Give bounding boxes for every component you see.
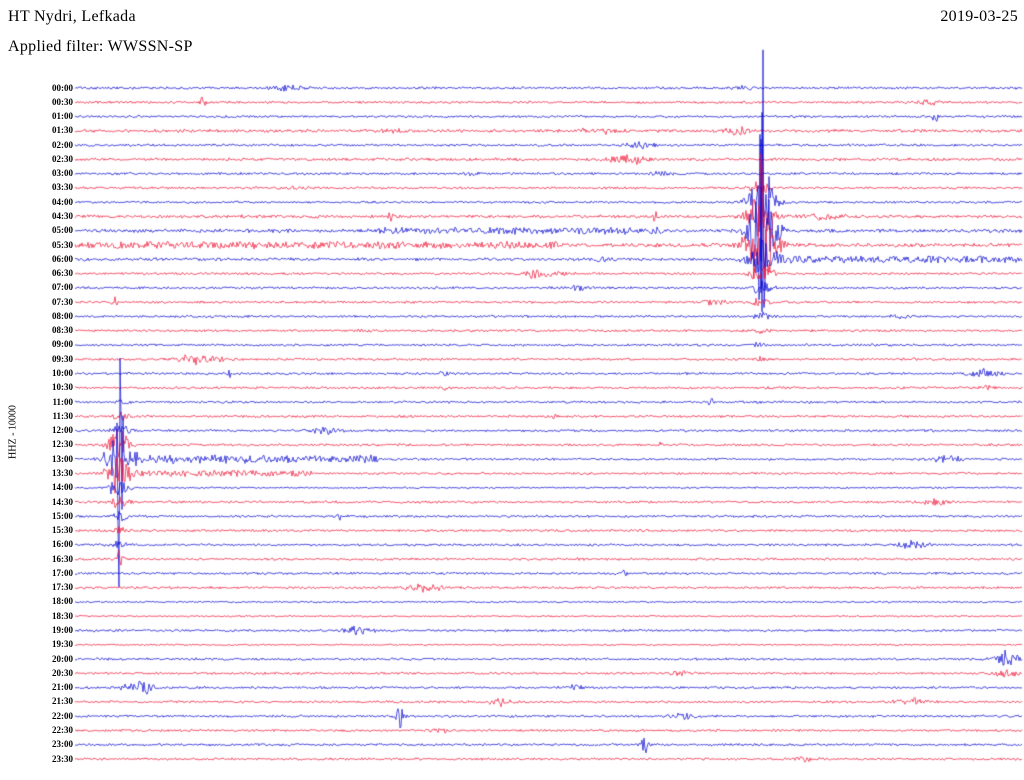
time-label: 12:30 (52, 439, 73, 450)
time-label: 19:30 (52, 639, 73, 650)
time-label: 05:00 (52, 225, 73, 236)
time-label: 03:00 (52, 168, 73, 179)
time-label: 10:30 (52, 382, 73, 393)
time-label: 05:30 (52, 239, 73, 250)
time-label: 13:00 (52, 453, 73, 464)
time-label: 09:30 (52, 353, 73, 364)
time-label: 06:00 (52, 253, 73, 264)
time-label: 22:30 (52, 724, 73, 735)
time-label: 11:00 (52, 396, 73, 407)
time-label: 00:00 (52, 82, 73, 93)
time-label: 10:00 (52, 368, 73, 379)
time-label: 21:30 (52, 696, 73, 707)
time-label: 21:00 (52, 682, 73, 693)
time-label: 14:00 (52, 482, 73, 493)
time-label: 12:00 (52, 425, 73, 436)
channel-gain-label: HHZ - 10000 (7, 405, 19, 459)
time-label: 17:00 (52, 567, 73, 578)
time-label: 23:00 (52, 739, 73, 750)
time-label: 08:30 (52, 325, 73, 336)
time-label: 20:30 (52, 667, 73, 678)
time-label: 17:30 (52, 582, 73, 593)
time-label: 01:00 (52, 111, 73, 122)
time-label: 23:30 (52, 753, 73, 764)
filter-label: Applied filter: WWSSN-SP (8, 38, 193, 55)
time-label: 15:30 (52, 525, 73, 536)
plot-date: 2019-03-25 (940, 8, 1018, 25)
time-label: 16:30 (52, 553, 73, 564)
time-label: 04:00 (52, 196, 73, 207)
time-label: 11:30 (52, 410, 73, 421)
time-label: 02:00 (52, 139, 73, 150)
time-label: 01:30 (52, 125, 73, 136)
time-label: 14:30 (52, 496, 73, 507)
time-label: 19:00 (52, 625, 73, 635)
time-label: 22:00 (52, 710, 73, 721)
time-label: 18:30 (52, 610, 73, 621)
time-label: 07:00 (52, 282, 73, 293)
time-label: 08:00 (52, 310, 73, 321)
time-label: 04:30 (52, 210, 73, 221)
time-label: 00:30 (52, 96, 73, 107)
time-label: 09:00 (52, 339, 73, 350)
time-label: 02:30 (52, 153, 73, 164)
time-label: 13:30 (52, 467, 73, 478)
time-label: 18:00 (52, 596, 73, 607)
time-label: 15:00 (52, 510, 73, 521)
time-label: 16:00 (52, 539, 73, 550)
time-label: 07:30 (52, 296, 73, 307)
time-label: 03:30 (52, 182, 73, 193)
time-label: 06:30 (52, 268, 73, 279)
time-label: 20:00 (52, 653, 73, 664)
station-title: HT Nydri, Lefkada (8, 8, 136, 25)
